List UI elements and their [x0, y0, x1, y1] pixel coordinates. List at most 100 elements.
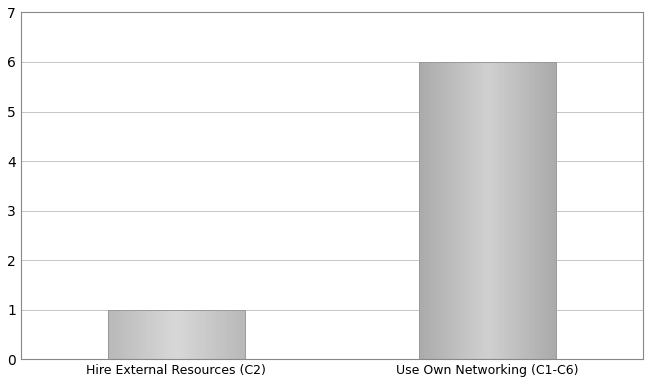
Bar	[485, 62, 488, 359]
Bar	[534, 62, 537, 359]
Bar	[512, 62, 515, 359]
Bar	[430, 62, 433, 359]
Bar	[182, 310, 185, 359]
Bar	[223, 310, 226, 359]
Bar	[449, 62, 452, 359]
Bar	[468, 62, 471, 359]
Bar	[116, 310, 119, 359]
Bar	[476, 62, 479, 359]
Bar	[187, 310, 190, 359]
Bar	[419, 62, 422, 359]
Bar	[130, 310, 133, 359]
Bar	[424, 62, 427, 359]
Bar	[454, 62, 458, 359]
Bar	[479, 62, 482, 359]
Bar	[493, 62, 496, 359]
Bar	[220, 310, 223, 359]
Bar	[510, 62, 512, 359]
Bar	[526, 62, 528, 359]
Bar	[192, 310, 196, 359]
Bar	[212, 310, 214, 359]
Bar	[496, 62, 499, 359]
Bar	[239, 310, 242, 359]
Bar	[537, 62, 540, 359]
Bar	[185, 310, 187, 359]
Bar	[119, 310, 122, 359]
Bar	[444, 62, 447, 359]
Bar	[237, 310, 239, 359]
Bar	[542, 62, 545, 359]
Bar	[515, 62, 517, 359]
Bar	[427, 62, 430, 359]
Bar	[553, 62, 556, 359]
Bar	[242, 310, 245, 359]
Bar	[458, 62, 460, 359]
Bar	[198, 310, 201, 359]
Bar	[214, 310, 217, 359]
Bar	[471, 62, 474, 359]
Bar	[138, 310, 140, 359]
Bar	[144, 310, 146, 359]
Bar	[504, 62, 506, 359]
Bar	[171, 310, 174, 359]
Bar	[474, 62, 476, 359]
Bar	[545, 62, 548, 359]
Bar	[548, 62, 551, 359]
Bar	[196, 310, 198, 359]
Bar	[499, 62, 501, 359]
Bar	[231, 310, 234, 359]
Bar	[111, 310, 113, 359]
Bar	[165, 310, 168, 359]
Bar	[465, 62, 468, 359]
Bar	[127, 310, 130, 359]
Bar	[228, 310, 231, 359]
Bar	[506, 62, 510, 359]
Bar	[523, 62, 526, 359]
Bar	[168, 310, 171, 359]
Bar	[520, 62, 523, 359]
Bar	[488, 62, 490, 359]
Bar	[122, 310, 124, 359]
Bar	[154, 310, 157, 359]
Bar	[452, 62, 454, 359]
Bar	[226, 310, 228, 359]
Bar	[160, 310, 162, 359]
Bar	[140, 310, 144, 359]
Bar	[151, 310, 154, 359]
Bar	[149, 310, 151, 359]
Bar	[207, 310, 209, 359]
Bar	[490, 62, 493, 359]
Bar	[441, 62, 444, 359]
Bar	[422, 62, 424, 359]
Bar	[124, 310, 127, 359]
Bar	[135, 310, 138, 359]
Bar	[190, 310, 192, 359]
Bar	[201, 310, 203, 359]
Bar	[460, 62, 463, 359]
Bar	[179, 310, 182, 359]
Bar	[438, 62, 441, 359]
Bar	[209, 310, 212, 359]
Bar	[501, 62, 504, 359]
Bar	[531, 62, 534, 359]
Bar	[517, 62, 520, 359]
Bar	[436, 62, 438, 359]
Bar	[113, 310, 116, 359]
Bar	[108, 310, 111, 359]
Bar	[234, 310, 237, 359]
Bar	[146, 310, 149, 359]
Bar	[540, 62, 542, 359]
Bar	[419, 62, 556, 359]
Bar	[433, 62, 436, 359]
Bar	[217, 310, 220, 359]
Bar	[108, 310, 245, 359]
Bar	[176, 310, 179, 359]
Bar	[162, 310, 165, 359]
Bar	[551, 62, 553, 359]
Bar	[157, 310, 160, 359]
Bar	[528, 62, 531, 359]
Bar	[482, 62, 485, 359]
Bar	[463, 62, 465, 359]
Bar	[203, 310, 207, 359]
Bar	[174, 310, 176, 359]
